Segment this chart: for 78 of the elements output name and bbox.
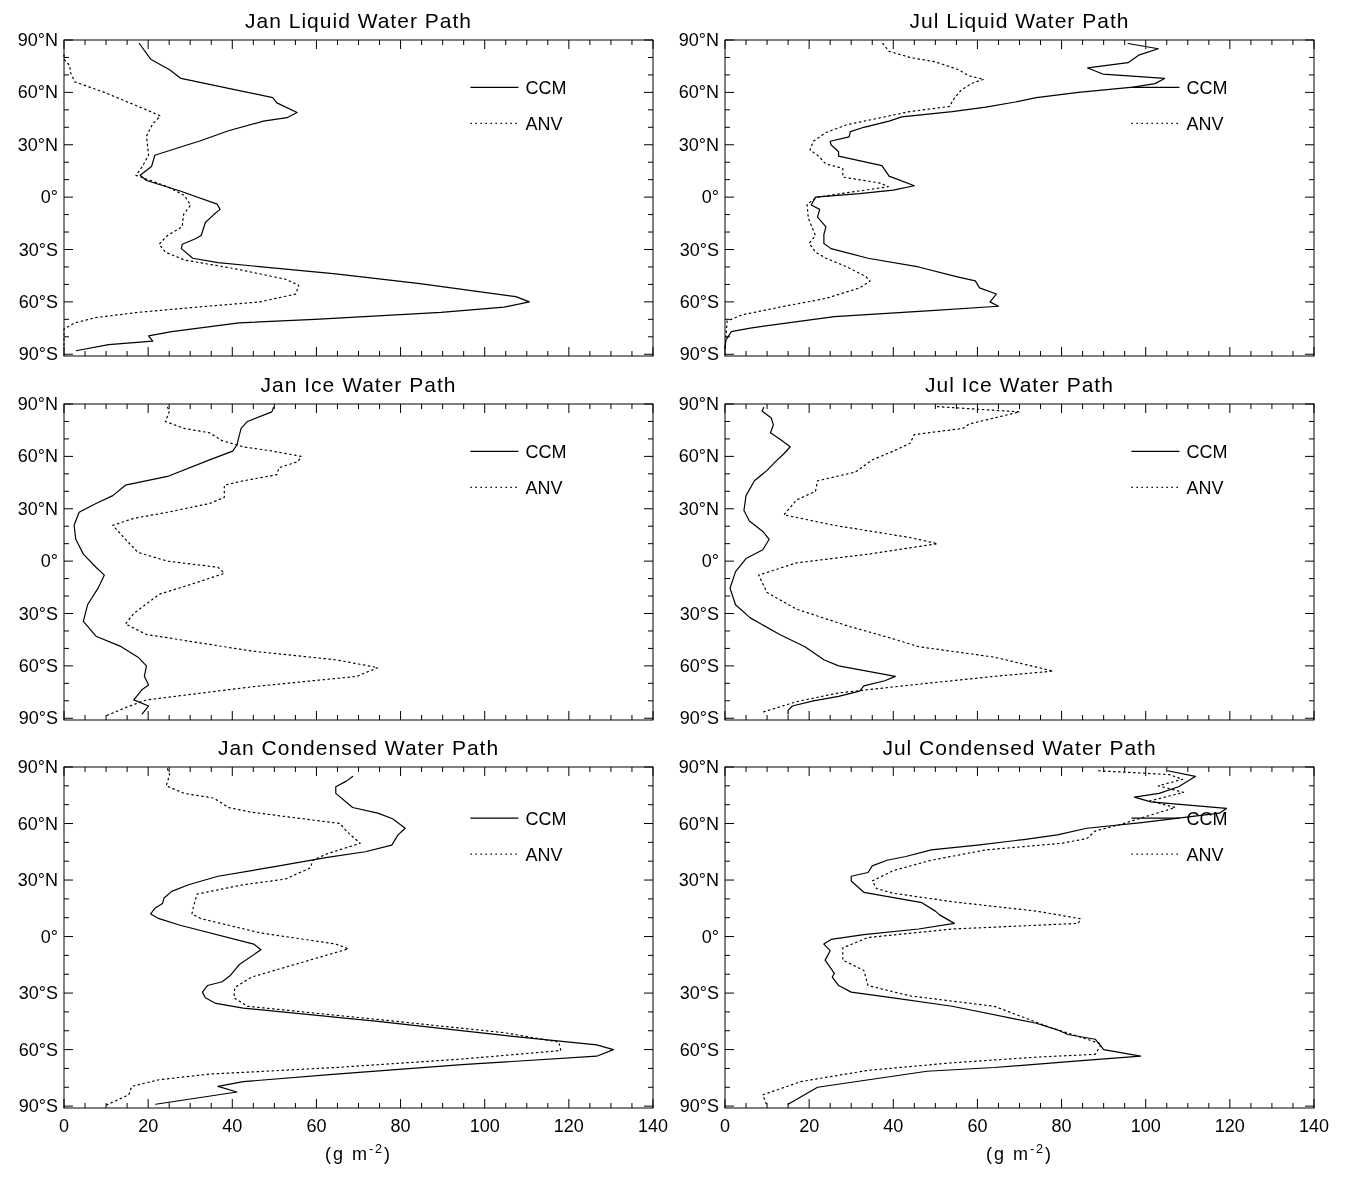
legend-label: ANV — [1186, 114, 1224, 135]
y-tick-label: 30°N — [17, 870, 58, 891]
y-tick-label: 60°S — [18, 291, 58, 312]
y-tick-label: 60°S — [679, 655, 719, 676]
y-tick-label: 30°S — [18, 983, 58, 1004]
y-tick-label: 60°N — [678, 813, 719, 834]
y-tick-label: 60°N — [17, 82, 58, 103]
y-tick-label: 30°N — [678, 498, 719, 519]
y-tick-label: 90°N — [678, 30, 719, 50]
legend-label: CCM — [525, 442, 567, 463]
y-tick-label: 0° — [40, 926, 58, 947]
y-tick-label: 90°N — [678, 757, 719, 777]
y-tick-label: 60°S — [18, 655, 58, 676]
x-tick-label: 140 — [1298, 1116, 1330, 1136]
legend-label: ANV — [525, 478, 563, 499]
x-tick-label: 120 — [553, 1116, 584, 1136]
y-tick-label: 30°S — [679, 983, 719, 1004]
legend-label: CCM — [1186, 809, 1228, 830]
x-tick-label: 80 — [390, 1116, 411, 1136]
y-tick-label: 60°N — [17, 813, 58, 834]
legend-label: CCM — [525, 809, 567, 830]
y-tick-label: 30°S — [679, 239, 719, 260]
y-tick-label: 90°N — [678, 394, 719, 414]
y-tick-label: 0° — [701, 551, 719, 572]
x-tick-label: 60 — [306, 1116, 327, 1136]
chart-title: Jul Condensed Water Path — [882, 736, 1157, 759]
y-tick-label: 60°S — [679, 291, 719, 312]
legend-label: CCM — [1186, 442, 1228, 463]
y-tick-label: 60°N — [678, 82, 719, 103]
y-tick-label: 60°S — [18, 1039, 58, 1060]
y-tick-label: 30°N — [678, 870, 719, 891]
chart-title: Jul Ice Water Path — [925, 373, 1114, 396]
x-tick-label: 20 — [138, 1116, 159, 1136]
x-tick-label: 0 — [58, 1116, 70, 1136]
y-tick-label: 90°S — [679, 344, 719, 365]
legend-label: ANV — [525, 845, 563, 866]
y-tick-label: 90°S — [18, 344, 58, 365]
y-tick-label: 90°S — [679, 708, 719, 729]
legend-label: ANV — [525, 114, 563, 135]
x-tick-label: 60 — [967, 1116, 988, 1136]
legend-label: ANV — [1186, 478, 1224, 499]
y-tick-label: 30°N — [17, 498, 58, 519]
y-tick-label: 30°S — [18, 603, 58, 624]
y-tick-label: 30°N — [678, 134, 719, 155]
x-axis-title: (g m$^{-2}$) — [985, 1142, 1054, 1164]
x-axis-title: (g m$^{-2}$) — [324, 1142, 393, 1164]
y-tick-label: 60°S — [679, 1039, 719, 1060]
x-tick-label: 40 — [883, 1116, 904, 1136]
y-tick-label: 30°S — [679, 603, 719, 624]
y-tick-label: 0° — [701, 926, 719, 947]
x-tick-label: 100 — [469, 1116, 500, 1136]
y-tick-label: 90°S — [18, 708, 58, 729]
chart-title: Jul Liquid Water Path — [909, 9, 1130, 32]
legend-label: CCM — [1186, 78, 1228, 99]
y-tick-label: 60°N — [17, 446, 58, 467]
chart-title: Jan Condensed Water Path — [217, 736, 500, 759]
y-tick-label: 60°N — [678, 446, 719, 467]
y-tick-label: 90°S — [679, 1096, 719, 1117]
y-tick-label: 0° — [40, 187, 58, 208]
y-tick-label: 90°N — [17, 757, 58, 777]
legend-label: CCM — [525, 78, 567, 99]
y-tick-label: 0° — [40, 551, 58, 572]
x-tick-label: 120 — [1214, 1116, 1245, 1136]
y-tick-label: 90°S — [18, 1096, 58, 1117]
chart-title: Jan Liquid Water Path — [245, 9, 472, 32]
y-tick-label: 30°S — [18, 239, 58, 260]
x-tick-label: 140 — [637, 1116, 669, 1136]
y-tick-label: 90°N — [17, 394, 58, 414]
y-tick-label: 30°N — [17, 134, 58, 155]
legend-label: ANV — [1186, 845, 1224, 866]
y-tick-label: 90°N — [17, 30, 58, 50]
x-tick-label: 40 — [222, 1116, 243, 1136]
x-tick-label: 0 — [719, 1116, 731, 1136]
x-tick-label: 20 — [799, 1116, 820, 1136]
chart-title: Jan Ice Water Path — [260, 373, 457, 396]
x-tick-label: 100 — [1130, 1116, 1161, 1136]
x-tick-label: 80 — [1051, 1116, 1072, 1136]
y-tick-label: 0° — [701, 187, 719, 208]
